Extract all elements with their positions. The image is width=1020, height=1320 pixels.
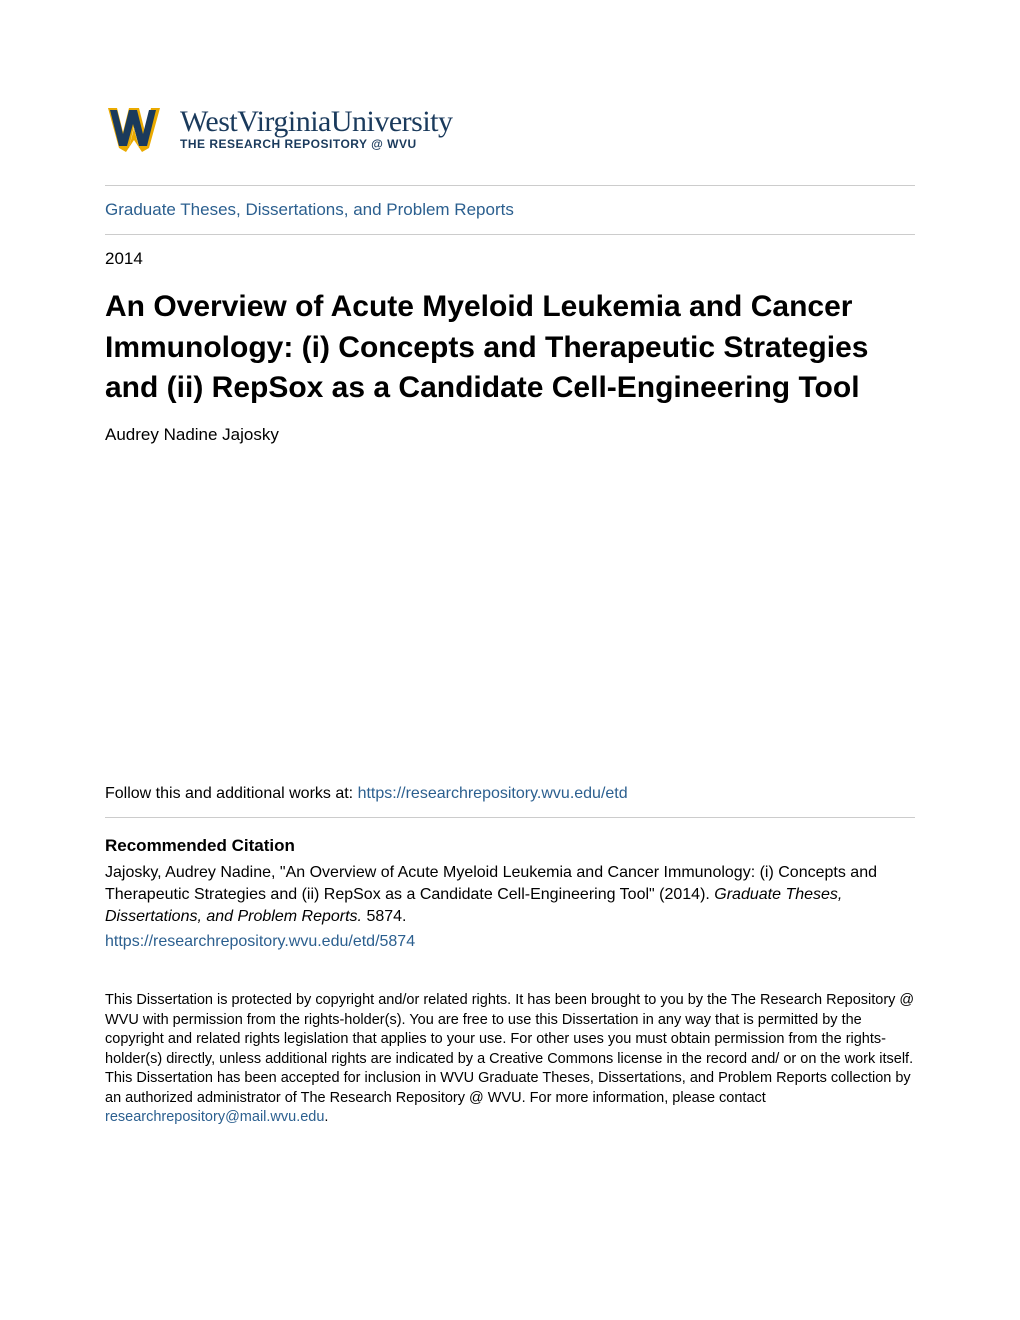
logo-text: WestVirginiaUniversity THE RESEARCH REPO… — [180, 105, 453, 151]
rights-text-2: . — [324, 1109, 328, 1125]
follow-prefix: Follow this and additional works at: — [105, 785, 358, 802]
logo-header: WestVirginiaUniversity THE RESEARCH REPO… — [105, 100, 915, 155]
citation-text-2: 5874. — [362, 908, 406, 925]
citation-heading: Recommended Citation — [105, 836, 915, 856]
follow-section: Follow this and additional works at: htt… — [105, 785, 915, 817]
logo-main-text: WestVirginiaUniversity — [180, 105, 453, 139]
year-text: 2014 — [105, 235, 915, 287]
author-name: Audrey Nadine Jajosky — [105, 425, 915, 445]
citation-body: Jajosky, Audrey Nadine, "An Overview of … — [105, 862, 915, 954]
collection-link[interactable]: Graduate Theses, Dissertations, and Prob… — [105, 186, 915, 234]
logo-sub-text: THE RESEARCH REPOSITORY @ WVU — [180, 137, 453, 151]
rights-email-link[interactable]: researchrepository@mail.wvu.edu — [105, 1109, 324, 1125]
rights-text-1: This Dissertation is protected by copyri… — [105, 992, 914, 1106]
page-title: An Overview of Acute Myeloid Leukemia an… — [105, 287, 915, 409]
rights-section: This Dissertation is protected by copyri… — [105, 991, 915, 1128]
citation-section: Recommended Citation Jajosky, Audrey Nad… — [105, 818, 915, 954]
wvu-logo-icon — [105, 100, 170, 155]
follow-link[interactable]: https://researchrepository.wvu.edu/etd — [358, 785, 628, 802]
citation-link[interactable]: https://researchrepository.wvu.edu/etd/5… — [105, 931, 915, 953]
